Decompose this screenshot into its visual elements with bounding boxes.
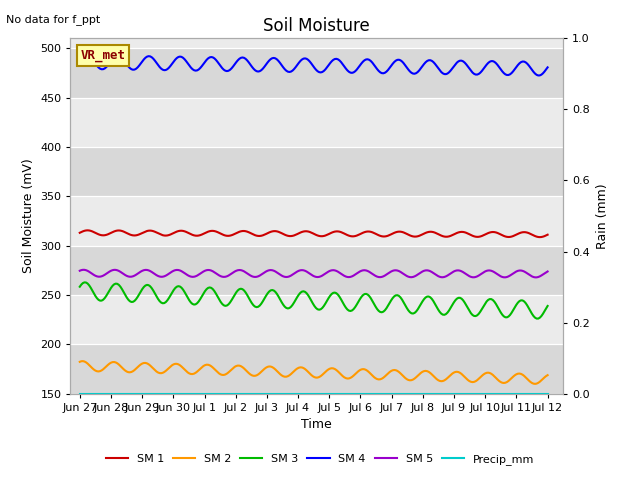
SM 1 [77,229,85,235]
SM 5 [364,268,371,274]
SM 4 [364,57,371,62]
SM 2 [356,367,364,373]
SM 5 [79,267,87,273]
SM 2 [544,372,552,378]
SM 1 [84,228,92,233]
Bar [70,295,563,344]
SM 1 [76,230,84,236]
SM 2 [79,358,87,364]
Bar [70,344,563,394]
Precip_mm [76,391,84,396]
Bar [70,196,563,246]
Line: SM 4: SM 4 [80,55,548,75]
SM 2 [364,368,371,374]
SM 3 [355,299,362,305]
Bar [70,97,563,147]
SM 3 [544,303,552,309]
SM 2 [472,378,479,384]
Line: SM 1: SM 1 [80,230,548,237]
SM 2 [77,359,85,364]
SM 5 [502,275,509,280]
SM 5 [76,268,84,274]
SM 4 [544,64,552,70]
SM 1 [536,234,543,240]
Precip_mm [77,391,85,396]
Precip_mm [353,391,360,396]
SM 1 [544,232,552,238]
SM 2 [531,381,539,387]
SM 4 [77,56,85,61]
SM 1 [472,234,479,240]
SM 4 [76,58,84,63]
Title: Soil Moisture: Soil Moisture [264,17,370,36]
SM 1 [355,232,362,238]
SM 1 [364,228,371,234]
X-axis label: Time: Time [301,418,332,431]
SM 1 [502,234,509,240]
Y-axis label: Rain (mm): Rain (mm) [596,183,609,249]
SM 5 [356,269,364,275]
SM 2 [355,369,362,374]
SM 4 [82,52,90,58]
Precip_mm [362,391,370,396]
Precip_mm [500,391,508,396]
Line: SM 5: SM 5 [80,270,548,277]
Bar [70,48,563,97]
SM 3 [472,313,479,319]
Line: SM 2: SM 2 [80,361,548,384]
SM 4 [355,65,362,71]
SM 3 [81,279,88,285]
SM 3 [364,292,371,298]
SM 5 [531,275,539,280]
Precip_mm [470,391,478,396]
SM 3 [76,284,84,289]
SM 4 [502,72,509,77]
SM 3 [77,282,85,288]
SM 3 [502,314,509,320]
SM 5 [77,267,85,273]
Y-axis label: Soil Moisture (mV): Soil Moisture (mV) [22,158,35,274]
SM 2 [76,359,84,365]
SM 5 [355,270,362,276]
SM 4 [534,72,542,78]
SM 5 [544,269,552,275]
Text: No data for f_ppt: No data for f_ppt [6,14,100,25]
Text: VR_met: VR_met [80,49,125,62]
SM 3 [534,316,542,322]
SM 2 [502,380,509,385]
SM 4 [472,72,479,77]
SM 4 [356,63,364,69]
Legend: SM 1, SM 2, SM 3, SM 4, SM 5, Precip_mm: SM 1, SM 2, SM 3, SM 4, SM 5, Precip_mm [101,450,539,469]
Bar [70,147,563,196]
SM 1 [356,231,364,237]
SM 3 [356,296,364,302]
Bar [70,246,563,295]
Precip_mm [544,391,552,396]
SM 5 [472,274,479,280]
Precip_mm [355,391,362,396]
Line: SM 3: SM 3 [80,282,548,319]
